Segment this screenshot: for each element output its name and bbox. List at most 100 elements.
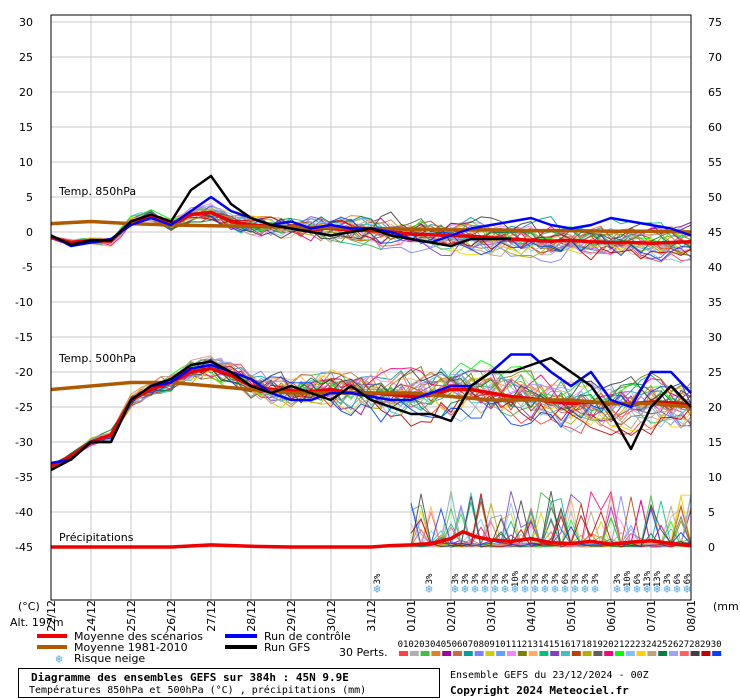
pert-label: 30: [711, 640, 722, 650]
grid: [50, 15, 692, 600]
pert-label: 08: [473, 640, 484, 650]
snowflake-icon: ❄: [501, 582, 508, 596]
pert-swatch: [485, 651, 495, 656]
left-tick-label: -35: [15, 471, 33, 484]
legend-label-climate: Moyenne 1981-2010: [74, 641, 188, 654]
x-tick-label: 28/12: [245, 600, 258, 632]
pert-label: 07: [462, 640, 473, 650]
pert-swatch: [474, 651, 484, 656]
pert-swatch: [669, 651, 678, 656]
left-tick-label: -10: [15, 296, 33, 309]
left-tick-label: 15: [19, 121, 33, 134]
pert-label: 21: [614, 640, 625, 650]
snow-risk-label: 3%: [613, 573, 623, 584]
snowflake-icon: ❄: [471, 582, 478, 596]
x-tick-label: 05/01: [565, 600, 578, 632]
member-precip-29: [410, 493, 692, 548]
left-tick-label: 25: [19, 51, 33, 64]
legend-label-mean: Moyenne des scénarios: [74, 630, 203, 643]
snowflake-icon: ❄: [683, 582, 690, 596]
left-tick-label: -15: [15, 331, 33, 344]
snowflake-icon: ❄: [531, 582, 538, 596]
pert-label: 26: [668, 640, 679, 650]
right-tick-label: 35: [708, 296, 722, 309]
snowflake-icon: ❄: [633, 582, 640, 596]
legend-label-control: Run de contrôle: [264, 630, 351, 643]
pert-label: 10: [495, 640, 506, 650]
snow-risk-label: 10%: [511, 570, 521, 587]
pert-label: 29: [700, 640, 711, 650]
main-series: [50, 174, 692, 549]
x-tick-label: 22/12: [45, 600, 58, 632]
snowflake-icon: ❄: [623, 582, 630, 596]
legend-perturbations: 01 02 03 04 05 06 07 08 09 10 11 12 13 14 15 16 17 18 19 20…: [398, 640, 722, 656]
pert-swatch: [679, 651, 689, 656]
pert-swatch: [496, 651, 506, 656]
left-tick-label: -45: [15, 541, 33, 554]
left-axis-ticks: 30 25 20 15 10 5 0 -5 -10 -15 -20 -25 -30 -35 -40 -45: [15, 16, 33, 554]
pert-swatch: [571, 651, 581, 656]
left-tick-label: 20: [19, 86, 33, 99]
pert-label: 24: [646, 640, 657, 650]
pert-label: 12: [516, 640, 527, 650]
pert-label: 09: [484, 640, 495, 650]
label-t500: Temp. 500hPa: [58, 352, 136, 365]
right-tick-label: 10: [708, 471, 722, 484]
pert-swatch: [615, 651, 624, 656]
snow-risk-label: 3%: [551, 573, 561, 584]
snowflake-icon: ❄: [591, 582, 598, 596]
x-tick-label: 26/12: [165, 600, 178, 632]
plot-frame: [50, 14, 692, 601]
snow-risk-label: 3%: [531, 573, 541, 584]
label-precip: Précipitations: [59, 531, 134, 544]
legend-perts-label: 30 Perts.: [339, 646, 388, 659]
pert-swatch: [409, 651, 419, 656]
snow-risk-label: 3%: [425, 573, 435, 584]
pert-swatch: [593, 651, 603, 656]
pert-label: 27: [678, 640, 689, 650]
right-tick-label: 60: [708, 121, 722, 134]
snow-risk-label: 3%: [571, 573, 581, 584]
snowflake-icon: ❄: [461, 582, 468, 596]
copyright: Copyright 2024 Meteociel.fr: [450, 684, 629, 697]
snowflake-icon: ❄: [491, 582, 498, 596]
pert-swatch: [647, 651, 657, 656]
snow-risk-label: 3%: [663, 573, 673, 584]
right-unit-label: (mm): [713, 600, 740, 613]
snow-risk-label: 10%: [623, 570, 633, 587]
pert-swatch: [582, 651, 592, 656]
pert-label: 13: [527, 640, 538, 650]
snowflake-icon: ❄: [561, 582, 568, 596]
altitude-label: Alt. 197m: [10, 616, 64, 629]
x-tick-label: 24/12: [85, 600, 98, 632]
member-t500-30: [50, 358, 692, 468]
right-tick-label: 75: [708, 16, 722, 29]
snowflake-icon: ❄: [673, 582, 680, 596]
x-tick-label: 25/12: [125, 600, 138, 632]
left-tick-label: 5: [26, 191, 33, 204]
right-tick-label: 5: [708, 506, 715, 519]
pert-label: 01: [398, 640, 409, 650]
snow-risk-label: 6%: [683, 573, 693, 584]
series-t850-run-gfs: [50, 174, 511, 248]
pert-label: 18: [581, 640, 592, 650]
snow-risk-label: 3%: [591, 573, 601, 584]
snowflake-icon: ❄: [613, 582, 620, 596]
pert-label: 06: [452, 640, 463, 650]
snow-risk-label: 6%: [633, 573, 643, 584]
pert-swatch: [712, 651, 722, 656]
pert-swatch: [453, 651, 462, 656]
snow-risk-label: 3%: [521, 573, 531, 584]
right-tick-label: 20: [708, 401, 722, 414]
member-precip-3: [410, 491, 692, 548]
right-tick-label: 25: [708, 366, 722, 379]
pert-label: 04: [430, 640, 441, 650]
right-tick-label: 15: [708, 436, 722, 449]
x-tick-label: 27/12: [205, 600, 218, 632]
right-tick-label: 30: [708, 331, 722, 344]
snowflake-icon: ❄: [451, 582, 458, 596]
pert-label: 11: [506, 640, 517, 650]
pert-swatch: [636, 651, 646, 656]
